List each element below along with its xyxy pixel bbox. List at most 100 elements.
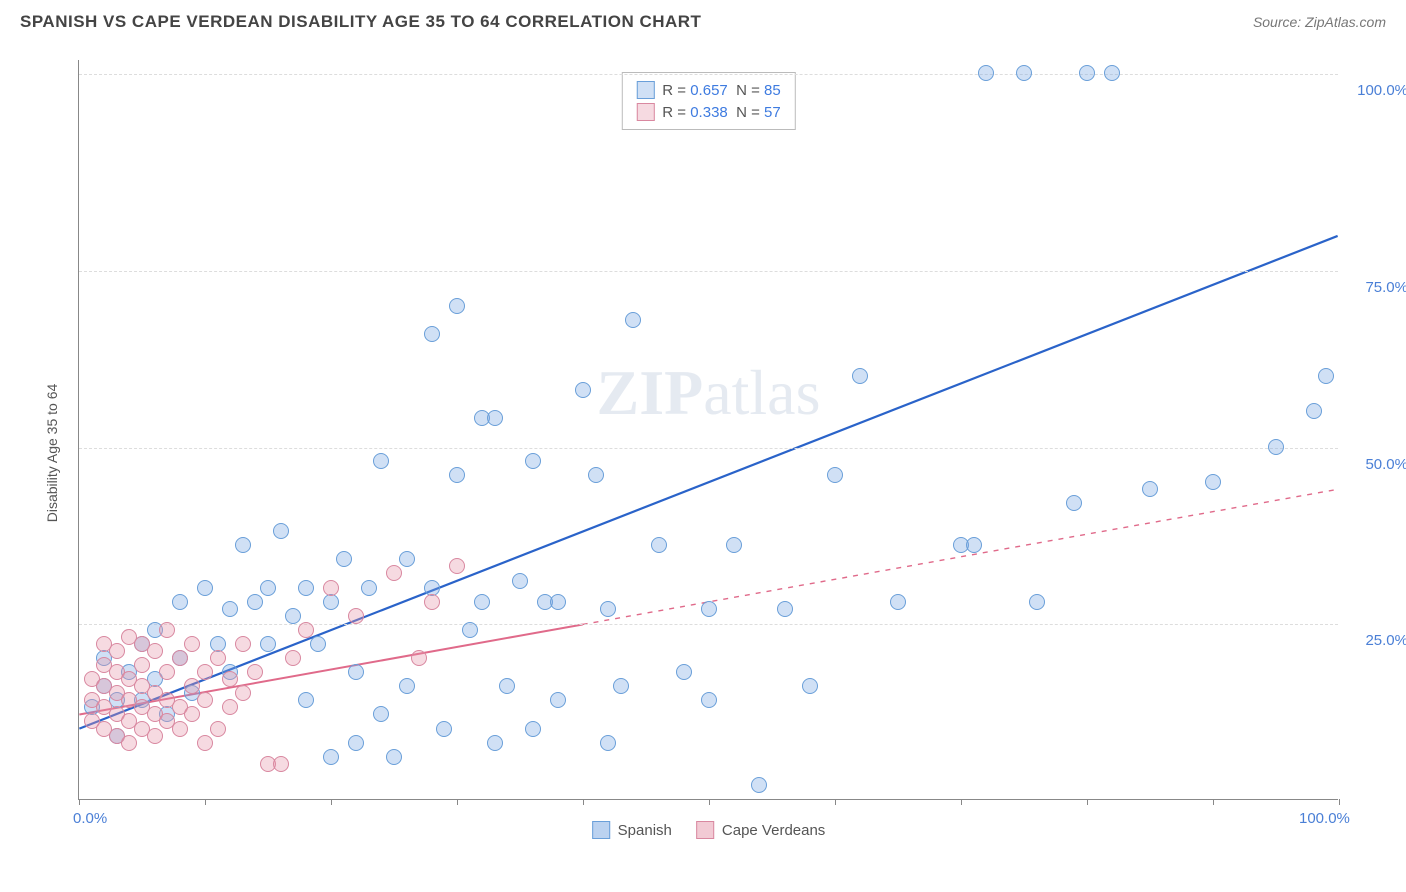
- data-point: [462, 622, 478, 638]
- data-point: [184, 706, 200, 722]
- data-point: [386, 749, 402, 765]
- watermark: ZIPatlas: [597, 356, 821, 430]
- data-point: [550, 594, 566, 610]
- data-point: [361, 580, 377, 596]
- data-point: [751, 777, 767, 793]
- legend-row: R = 0.657 N = 85: [636, 79, 780, 101]
- legend-swatch: [592, 821, 610, 839]
- data-point: [172, 594, 188, 610]
- data-point: [109, 643, 125, 659]
- data-point: [525, 721, 541, 737]
- correlation-legend: R = 0.657 N = 85R = 0.338 N = 57: [621, 72, 795, 130]
- data-point: [298, 580, 314, 596]
- data-point: [525, 453, 541, 469]
- x-tick-label: 0.0%: [73, 810, 107, 827]
- data-point: [273, 756, 289, 772]
- data-point: [1205, 474, 1221, 490]
- x-tick: [1087, 799, 1088, 805]
- data-point: [147, 728, 163, 744]
- x-tick: [709, 799, 710, 805]
- x-tick: [835, 799, 836, 805]
- data-point: [487, 410, 503, 426]
- data-point: [890, 594, 906, 610]
- x-tick: [79, 799, 80, 805]
- data-point: [449, 467, 465, 483]
- gridline: [79, 74, 1338, 75]
- data-point: [121, 735, 137, 751]
- chart-area: Disability Age 35 to 64 ZIPatlas R = 0.6…: [52, 50, 1392, 840]
- data-point: [247, 664, 263, 680]
- data-point: [273, 523, 289, 539]
- data-point: [172, 721, 188, 737]
- gridline: [79, 448, 1338, 449]
- data-point: [323, 580, 339, 596]
- legend-row: R = 0.338 N = 57: [636, 101, 780, 123]
- data-point: [336, 551, 352, 567]
- data-point: [159, 622, 175, 638]
- data-point: [222, 671, 238, 687]
- data-point: [323, 594, 339, 610]
- data-point: [613, 678, 629, 694]
- data-point: [222, 699, 238, 715]
- data-point: [260, 580, 276, 596]
- gridline: [79, 624, 1338, 625]
- data-point: [852, 368, 868, 384]
- legend-swatch: [636, 81, 654, 99]
- data-point: [701, 601, 717, 617]
- data-point: [348, 735, 364, 751]
- legend-item: Spanish: [592, 821, 672, 839]
- data-point: [260, 636, 276, 652]
- data-point: [802, 678, 818, 694]
- data-point: [1104, 65, 1120, 81]
- data-point: [512, 573, 528, 589]
- legend-label: Spanish: [618, 822, 672, 839]
- data-point: [550, 692, 566, 708]
- data-point: [373, 706, 389, 722]
- series-legend: Spanish Cape Verdeans: [592, 821, 826, 839]
- x-tick: [1213, 799, 1214, 805]
- legend-swatch: [696, 821, 714, 839]
- data-point: [348, 664, 364, 680]
- data-point: [449, 298, 465, 314]
- regression-lines: [79, 60, 1338, 799]
- data-point: [399, 551, 415, 567]
- data-point: [386, 565, 402, 581]
- data-point: [499, 678, 515, 694]
- data-point: [978, 65, 994, 81]
- data-point: [285, 608, 301, 624]
- data-point: [298, 692, 314, 708]
- data-point: [600, 735, 616, 751]
- data-point: [966, 537, 982, 553]
- y-tick-label: 100.0%: [1357, 82, 1406, 99]
- data-point: [348, 608, 364, 624]
- data-point: [323, 749, 339, 765]
- data-point: [235, 537, 251, 553]
- legend-label: Cape Verdeans: [722, 822, 825, 839]
- y-tick-label: 25.0%: [1365, 632, 1406, 649]
- data-point: [777, 601, 793, 617]
- data-point: [588, 467, 604, 483]
- x-tick: [457, 799, 458, 805]
- legend-item: Cape Verdeans: [696, 821, 825, 839]
- data-point: [235, 685, 251, 701]
- data-point: [399, 678, 415, 694]
- data-point: [436, 721, 452, 737]
- x-tick: [205, 799, 206, 805]
- data-point: [159, 664, 175, 680]
- data-point: [487, 735, 503, 751]
- data-point: [235, 636, 251, 652]
- plot-area: ZIPatlas R = 0.657 N = 85R = 0.338 N = 5…: [78, 60, 1338, 800]
- data-point: [147, 643, 163, 659]
- data-point: [827, 467, 843, 483]
- data-point: [285, 650, 301, 666]
- data-point: [600, 601, 616, 617]
- data-point: [676, 664, 692, 680]
- data-point: [197, 664, 213, 680]
- legend-swatch: [636, 103, 654, 121]
- chart-title: SPANISH VS CAPE VERDEAN DISABILITY AGE 3…: [20, 12, 701, 32]
- data-point: [210, 650, 226, 666]
- y-tick-label: 75.0%: [1365, 279, 1406, 296]
- data-point: [373, 453, 389, 469]
- data-point: [651, 537, 667, 553]
- data-point: [172, 650, 188, 666]
